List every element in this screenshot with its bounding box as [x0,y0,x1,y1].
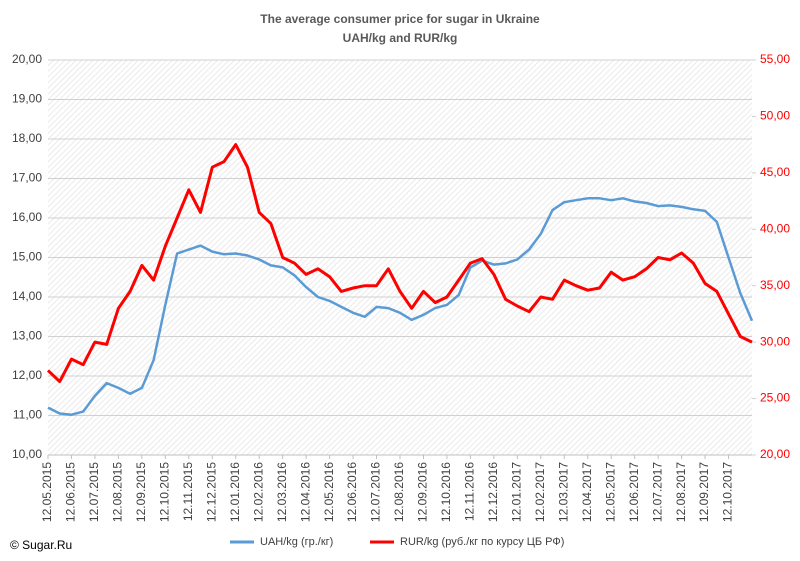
y-tick-label: 14,00 [12,289,42,303]
y2-tick-label: 30,00 [760,334,790,348]
x-tick-label: 12.10.2017 [721,462,735,522]
y-tick-label: 16,00 [12,210,42,224]
y2-tick-label: 55,00 [760,52,790,66]
x-tick-label: 12.04.2017 [580,462,594,522]
x-tick-label: 12.10.2015 [158,462,172,522]
x-tick-label: 12.06.2015 [64,462,78,522]
y-tick-label: 20,00 [12,52,42,66]
x-tick-label: 12.11.2015 [181,462,195,521]
y2-tick-label: 50,00 [760,109,790,123]
y2-tick-label: 35,00 [760,278,790,292]
x-tick-label: 12.07.2017 [650,462,664,522]
x-tick-label: 12.09.2017 [697,462,711,522]
x-tick-label: 12.10.2016 [439,462,453,522]
x-tick-label: 12.03.2016 [275,462,289,522]
x-tick-label: 12.01.2017 [510,462,524,522]
x-tick-label: 12.08.2016 [392,462,406,522]
x-tick-label: 12.06.2017 [627,462,641,522]
y-tick-label: 19,00 [12,92,42,106]
x-tick-label: 12.02.2017 [533,462,547,522]
legend-label: RUR/kg (руб./кг по курсу ЦБ РФ) [400,536,564,548]
x-tick-label: 12.07.2016 [369,462,383,522]
x-tick-label: 12.02.2016 [251,462,265,522]
x-tick-label: 12.06.2016 [345,462,359,522]
x-tick-label: 12.05.2015 [40,462,54,522]
x-tick-label: 12.12.2016 [486,462,500,522]
annotation: © Sugar.Ru [10,538,72,552]
y-tick-label: 18,00 [12,131,42,145]
y2-tick-label: 20,00 [760,447,790,461]
x-tick-label: 12.09.2016 [416,462,430,522]
x-tick-label: 12.11.2016 [463,462,477,521]
y-tick-label: 12,00 [12,368,42,382]
y-tick-label: 11,00 [13,408,42,422]
x-tick-label: 12.07.2015 [87,462,101,522]
y-tick-label: 13,00 [12,329,42,343]
x-tick-label: 12.01.2016 [228,462,242,522]
x-tick-label: 12.08.2017 [674,462,688,522]
x-tick-label: 12.04.2016 [298,462,312,522]
y2-tick-label: 40,00 [760,221,790,235]
y2-tick-label: 25,00 [760,391,790,405]
legend-label: UAH/kg (гр./кг) [260,536,333,548]
y-tick-label: 17,00 [12,171,42,185]
x-tick-label: 12.12.2015 [204,462,218,522]
chart-subtitle: UAH/kg and RUR/kg [343,31,458,45]
x-tick-label: 12.05.2016 [322,462,336,522]
chart-title: The average consumer price for sugar in … [260,12,540,26]
y2-tick-label: 45,00 [760,165,790,179]
x-tick-label: 12.05.2017 [603,462,617,522]
series-line [46,143,753,384]
y-tick-label: 10,00 [12,447,42,461]
x-tick-label: 12.03.2017 [556,462,570,522]
x-tick-label: 12.08.2015 [111,462,125,522]
x-tick-label: 12.09.2015 [134,462,148,522]
y-tick-label: 15,00 [12,250,42,264]
series-line [47,197,754,416]
